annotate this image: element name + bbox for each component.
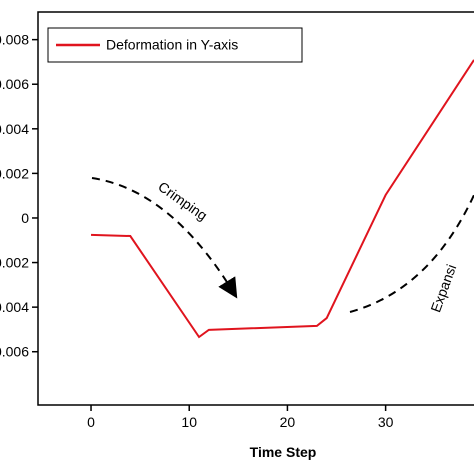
crimp-arrow — [91, 177, 238, 299]
x-tick-label: 0 — [87, 414, 95, 430]
y-tick-label: 0.008 — [0, 32, 29, 48]
x-tick-label: 20 — [280, 414, 296, 430]
y-tick-label: 0.002 — [0, 165, 29, 181]
y-tick-label: 0.006 — [0, 76, 29, 92]
annotation: Expansi — [427, 262, 459, 314]
y-tick-label: -0.004 — [0, 299, 29, 315]
legend-label: Deformation in Y-axis — [106, 37, 238, 53]
x-tick-label: 10 — [181, 414, 197, 430]
plot-frame — [37, 11, 474, 406]
y-tick-label: -0.006 — [0, 344, 29, 360]
x-axis-label: Time Step — [250, 444, 317, 460]
expansion-arrow — [349, 194, 474, 313]
y-tick-label: 0.004 — [0, 121, 29, 137]
x-tick-label: 30 — [378, 414, 394, 430]
annotation: Crimping — [155, 178, 210, 223]
data-line — [90, 59, 474, 339]
y-tick-label: -0.002 — [0, 255, 29, 271]
y-tick-label: 0 — [21, 210, 29, 226]
